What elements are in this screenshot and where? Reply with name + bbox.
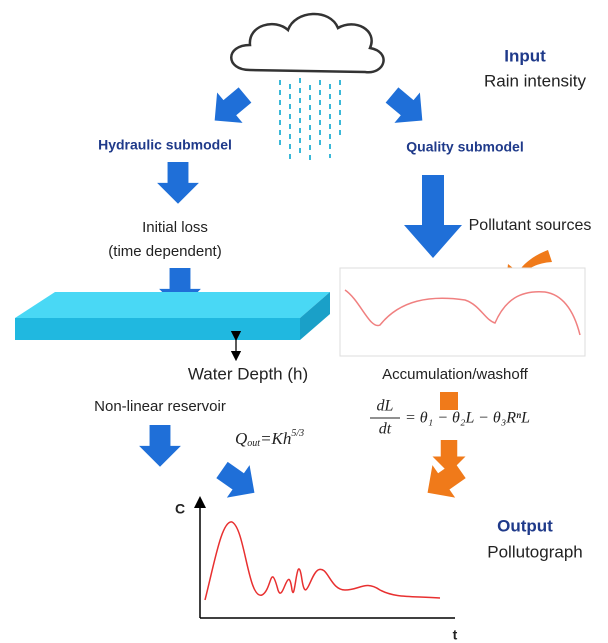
eq-denominator: dt (379, 421, 392, 438)
output-title: Output (497, 516, 553, 535)
input-label: Rain intensity (484, 71, 587, 90)
x-axis-label: t (453, 627, 458, 643)
quality-title: Quality submodel (406, 139, 523, 155)
y-axis-label: C (175, 501, 185, 517)
arrow (404, 175, 462, 258)
input-title: Input (504, 46, 546, 65)
eq-sub: out (247, 438, 260, 449)
eq-washoff-rhs: = θ₁ − θ₂L − θ₃RⁿL (405, 410, 530, 427)
output-label: Pollutograph (487, 542, 582, 561)
arrow (379, 79, 436, 136)
loss: Initial loss (142, 219, 208, 236)
reservoir: Non-linear reservoir (94, 398, 226, 415)
arrow (157, 162, 199, 204)
sources: Pollutant sources (469, 217, 592, 234)
process: Accumulation/washoff (382, 366, 528, 383)
arrow (139, 425, 181, 467)
eq-symbol: Q (235, 429, 247, 448)
hydraulic-title: Hydraulic submodel (98, 137, 232, 153)
accumulation-chart (339, 267, 586, 357)
loss-note: (time dependent) (108, 243, 221, 260)
square (440, 392, 458, 410)
arrow (210, 453, 266, 509)
eq-sup: 5/3 (291, 428, 304, 439)
reservoir-equation: Qout=Kh5/3 (235, 428, 304, 449)
arrow (201, 79, 258, 136)
eq-numerator: dL (377, 398, 394, 415)
water-depth: Water Depth (h) (188, 364, 308, 383)
pollutograph (194, 496, 455, 619)
water-layer (15, 292, 330, 362)
eq-rhs: =Kh (260, 429, 291, 448)
cloud (230, 12, 385, 74)
rain (279, 78, 341, 162)
